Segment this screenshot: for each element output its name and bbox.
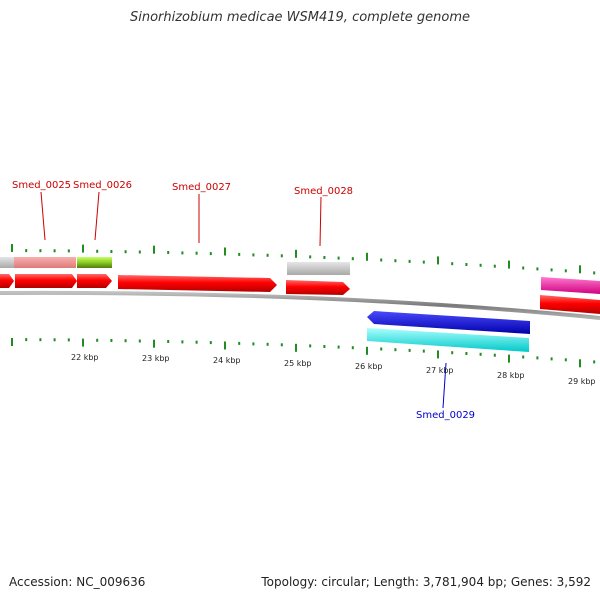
- genome-backbone: [0, 290, 600, 320]
- cds-arrow-smed-0025: [15, 274, 77, 288]
- gene-bar-smed-0025: [14, 257, 76, 268]
- gene-bar-smed-0026: [77, 257, 112, 268]
- lower-tick-ruler: [11, 338, 596, 368]
- gene-label-smed-0027[interactable]: Smed_0027: [172, 182, 231, 193]
- kbp-label-29: 29 kbp: [568, 377, 596, 386]
- gene-bar-right-pink: [541, 277, 600, 294]
- cds-arrow-left: [0, 274, 14, 288]
- gene-label-smed-0028[interactable]: Smed_0028: [294, 186, 353, 197]
- accession-text: Accession: NC_009636: [9, 575, 146, 589]
- kbp-label-27: 27 kbp: [426, 366, 454, 375]
- map-title: Sinorhizobium medicae WSM419, complete g…: [129, 10, 471, 25]
- gene-label-smed-0026[interactable]: Smed_0026: [73, 180, 132, 191]
- gene-bar-left-gray: [0, 257, 14, 268]
- gene-label-smed-0029[interactable]: Smed_0029: [416, 410, 475, 421]
- kbp-label-28: 28 kbp: [497, 371, 525, 380]
- leader-line-smed-0028: [319, 196, 322, 247]
- genome-stats-text: Topology: circular; Length: 3,781,904 bp…: [261, 575, 591, 589]
- cds-arrow-smed-0026: [77, 274, 112, 288]
- upper-tick-ruler: [11, 244, 596, 275]
- gene-label-smed-0025[interactable]: Smed_0025: [12, 180, 71, 191]
- gene-bar-smed-0029: [367, 328, 529, 352]
- cds-arrow-smed-0029: [367, 311, 530, 334]
- leader-line-smed-0029: [442, 362, 447, 409]
- kbp-label-25: 25 kbp: [284, 359, 312, 368]
- kbp-label-26: 26 kbp: [355, 362, 383, 371]
- gene-bar-smed-0028: [287, 262, 350, 275]
- cds-arrow-right: [540, 295, 600, 314]
- cds-arrow-smed-0028: [286, 280, 350, 295]
- kbp-label-24: 24 kbp: [213, 356, 241, 365]
- leader-line-smed-0025: [40, 191, 46, 241]
- leader-line-smed-0026: [94, 191, 100, 241]
- kbp-label-22: 22 kbp: [71, 353, 99, 362]
- cds-arrow-smed-0027: [118, 275, 277, 292]
- kbp-label-23: 23 kbp: [142, 354, 170, 363]
